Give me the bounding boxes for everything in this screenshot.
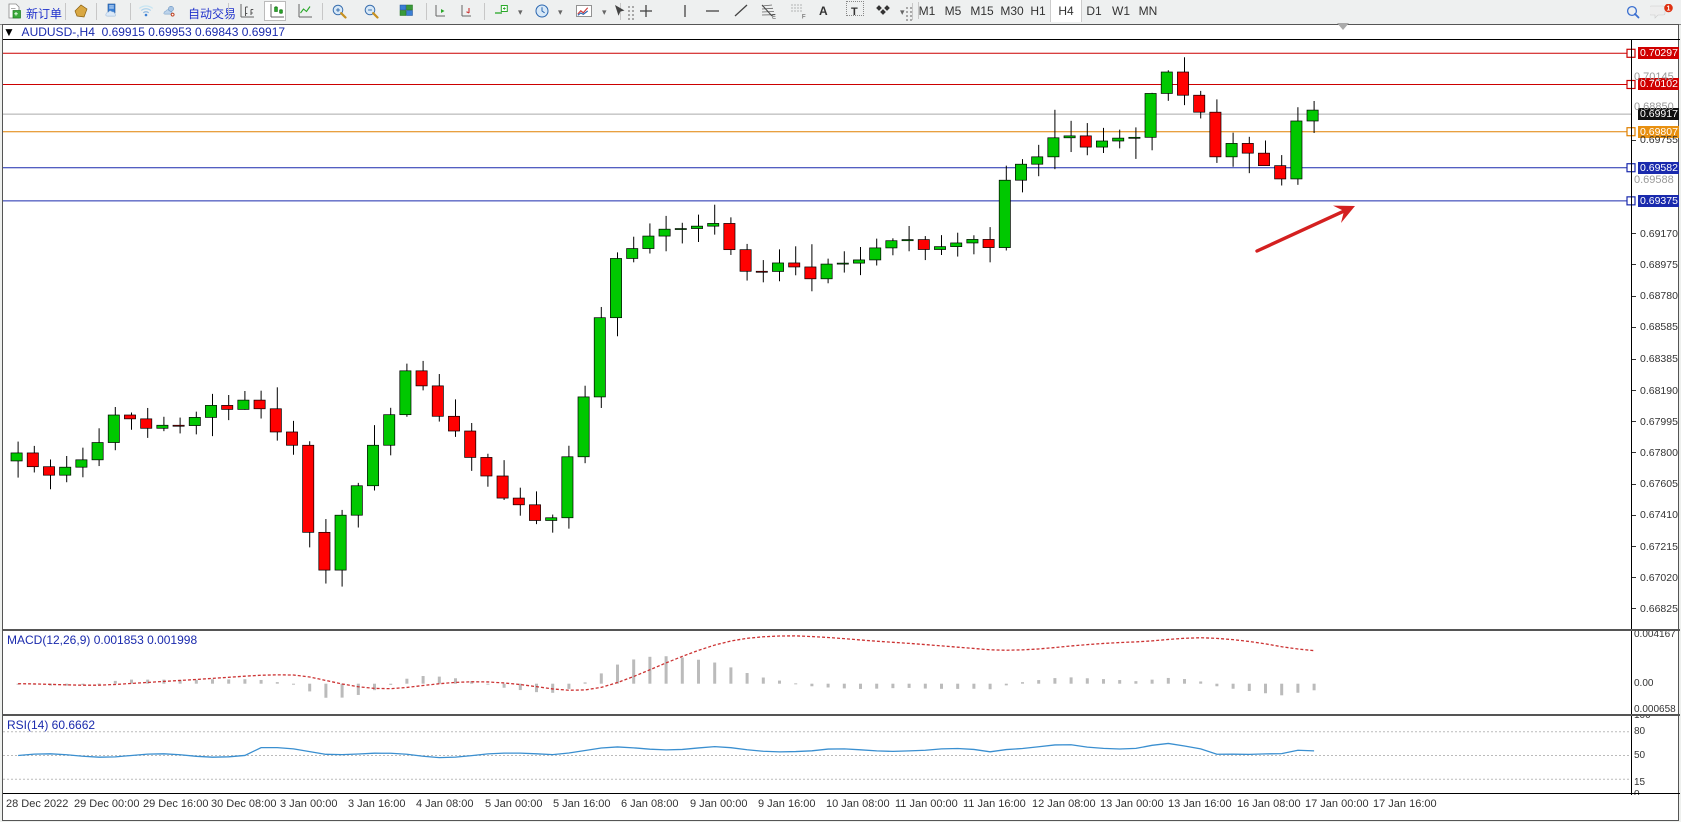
svg-text:1: 1 [1667,6,1671,13]
